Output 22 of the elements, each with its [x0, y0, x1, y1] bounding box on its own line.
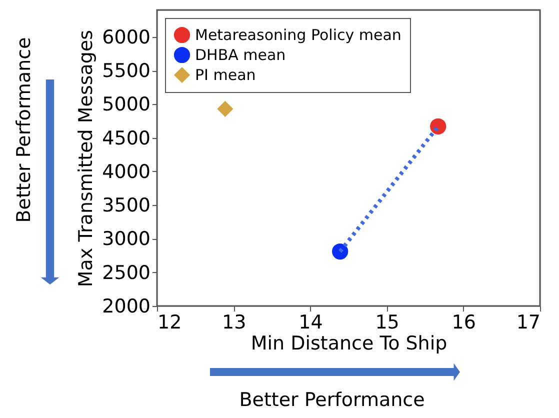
- y-tick-label: 3000: [102, 228, 150, 250]
- y-tick-label: 4500: [102, 127, 150, 150]
- y-tick-label: 4000: [102, 160, 150, 183]
- y-tick-label: 6000: [102, 26, 150, 48]
- y-tick-label: 5000: [102, 94, 150, 116]
- x-tick-label: 14: [298, 312, 323, 334]
- x-axis-title: Min Distance To Ship: [250, 332, 448, 354]
- y-axis-title: Max Transmitted Messages: [75, 30, 98, 288]
- legend-label: PI mean: [195, 66, 256, 84]
- text: Better Performance: [239, 389, 425, 411]
- legend-label: Metareasoning Policy mean: [195, 26, 402, 44]
- x-tick-label: 17: [516, 312, 540, 334]
- text: Better Performance: [13, 37, 35, 223]
- y-tick-label: 5500: [102, 60, 150, 82]
- x-tick-label: 16: [452, 312, 476, 334]
- x-tick-label: 15: [375, 312, 400, 334]
- legend-label: DHBA mean: [195, 46, 286, 64]
- y-tick-label: 2500: [102, 262, 150, 284]
- x-tick-label: 13: [222, 312, 246, 334]
- y-tick-label: 3500: [102, 194, 150, 217]
- x-tick-label: 12: [158, 312, 182, 334]
- y-tick-label: 2000: [102, 296, 150, 318]
